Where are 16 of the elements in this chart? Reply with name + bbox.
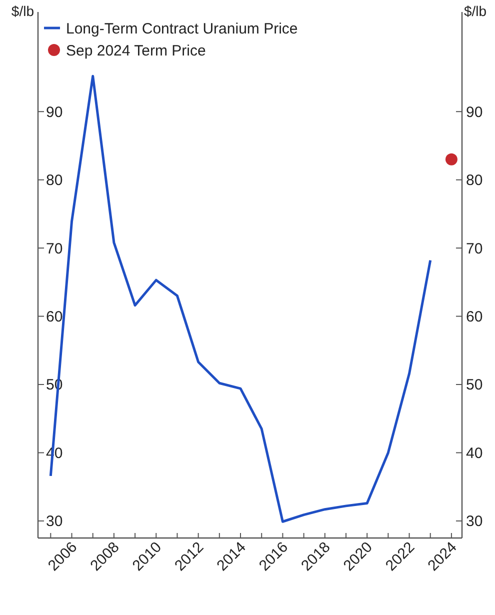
- legend-label: Sep 2024 Term Price: [66, 42, 206, 60]
- y2-tick-label: 30: [466, 513, 483, 530]
- y2-tick-label: 70: [466, 240, 483, 258]
- y2-tick-label: 50: [466, 376, 483, 394]
- y-tick-label: 30: [46, 513, 63, 530]
- y2-tick-label: 80: [466, 172, 483, 190]
- y-axis-title: $/lb: [11, 3, 34, 19]
- y-tick-label: 70: [46, 240, 63, 258]
- y2-tick-label: 90: [466, 104, 483, 121]
- y2-tick-label: 60: [466, 308, 483, 326]
- y-tick-label: 80: [46, 172, 63, 190]
- y-tick-label: 90: [46, 104, 63, 121]
- legend-label: Long-Term Contract Uranium Price: [66, 20, 298, 38]
- y2-tick-label: 40: [466, 444, 483, 462]
- y-tick-label: 60: [46, 308, 63, 326]
- y2-axis-title: $/lb: [464, 3, 487, 19]
